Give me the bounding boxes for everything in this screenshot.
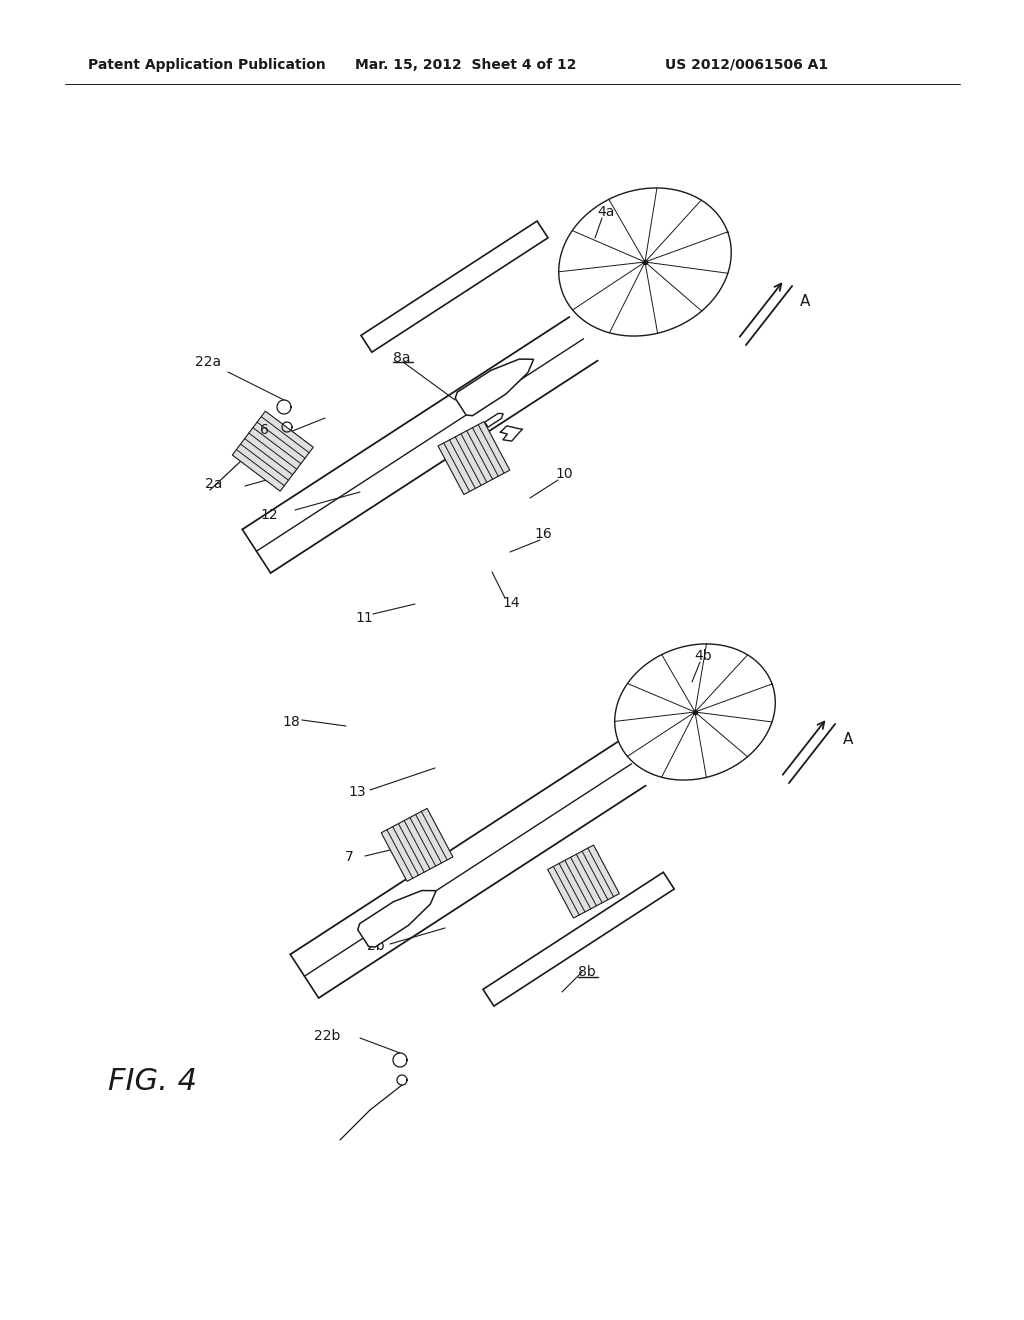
Text: 2a: 2a — [205, 477, 222, 491]
Polygon shape — [456, 359, 534, 416]
Polygon shape — [438, 421, 510, 495]
Text: 14: 14 — [502, 597, 519, 610]
Text: 12: 12 — [260, 508, 278, 521]
Polygon shape — [381, 808, 453, 882]
Text: 13: 13 — [348, 785, 366, 799]
Text: FIG. 4: FIG. 4 — [108, 1068, 197, 1097]
Text: 7: 7 — [345, 850, 353, 865]
Polygon shape — [232, 411, 313, 491]
Text: 2b: 2b — [367, 939, 385, 953]
Text: 11: 11 — [355, 611, 373, 624]
Text: US 2012/0061506 A1: US 2012/0061506 A1 — [665, 58, 828, 73]
Polygon shape — [483, 873, 674, 1006]
Polygon shape — [484, 413, 503, 428]
Text: 4b: 4b — [694, 649, 712, 663]
Polygon shape — [361, 220, 548, 352]
Text: 22b: 22b — [314, 1030, 340, 1043]
Text: 22a: 22a — [195, 355, 221, 370]
Text: A: A — [800, 294, 810, 309]
Text: 4a: 4a — [597, 205, 614, 219]
Text: 8b: 8b — [578, 965, 596, 979]
Text: 6: 6 — [260, 422, 269, 437]
Polygon shape — [548, 845, 620, 917]
Text: 18: 18 — [282, 715, 300, 729]
Polygon shape — [357, 891, 436, 946]
Text: 16: 16 — [534, 527, 552, 541]
Text: A: A — [843, 733, 853, 747]
Text: Mar. 15, 2012  Sheet 4 of 12: Mar. 15, 2012 Sheet 4 of 12 — [355, 58, 577, 73]
Text: 8a: 8a — [393, 351, 411, 366]
Text: 10: 10 — [555, 467, 572, 480]
Text: Patent Application Publication: Patent Application Publication — [88, 58, 326, 73]
